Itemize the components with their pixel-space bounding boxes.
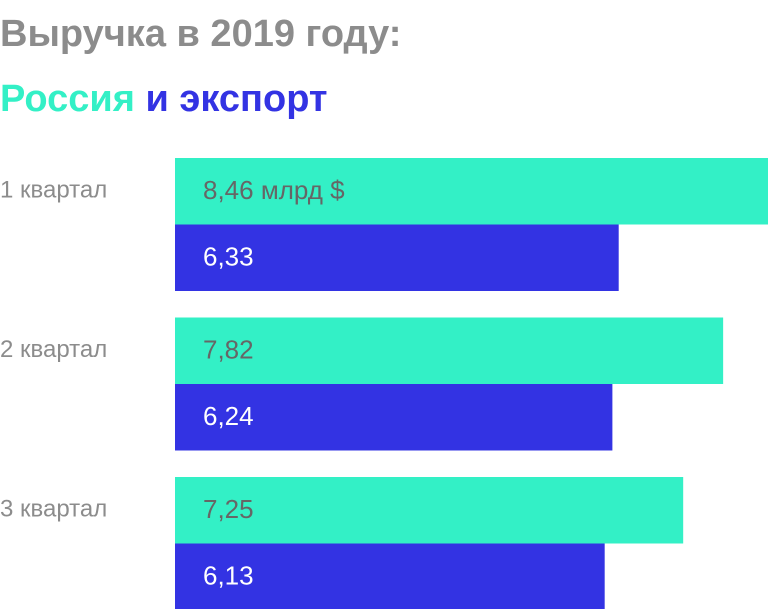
bar bbox=[175, 158, 768, 225]
chart-title: Выручка в 2019 году: bbox=[0, 13, 401, 55]
bar bbox=[175, 543, 605, 609]
value-label: 6,24 bbox=[203, 401, 254, 431]
value-label: 6,33 bbox=[203, 242, 254, 272]
legend-entry: экспорт bbox=[179, 78, 327, 120]
value-label: 7,82 bbox=[203, 335, 254, 365]
value-label: 7,25 bbox=[203, 494, 254, 524]
category-label: 1 квартал bbox=[0, 177, 107, 204]
value-label: 6,13 bbox=[203, 561, 254, 591]
category-label: 2 квартал bbox=[0, 336, 107, 363]
bar bbox=[175, 317, 724, 384]
bar bbox=[175, 224, 619, 291]
legend-entry: Россия bbox=[0, 78, 135, 120]
value-label: 8,46 млрд $ bbox=[203, 175, 345, 205]
chart-subtitle: Россия и экспорт bbox=[0, 78, 328, 120]
bar bbox=[175, 384, 613, 451]
category-label: 3 квартал bbox=[0, 496, 107, 523]
bar bbox=[175, 477, 684, 544]
subtitle-joiner: и bbox=[145, 78, 168, 120]
